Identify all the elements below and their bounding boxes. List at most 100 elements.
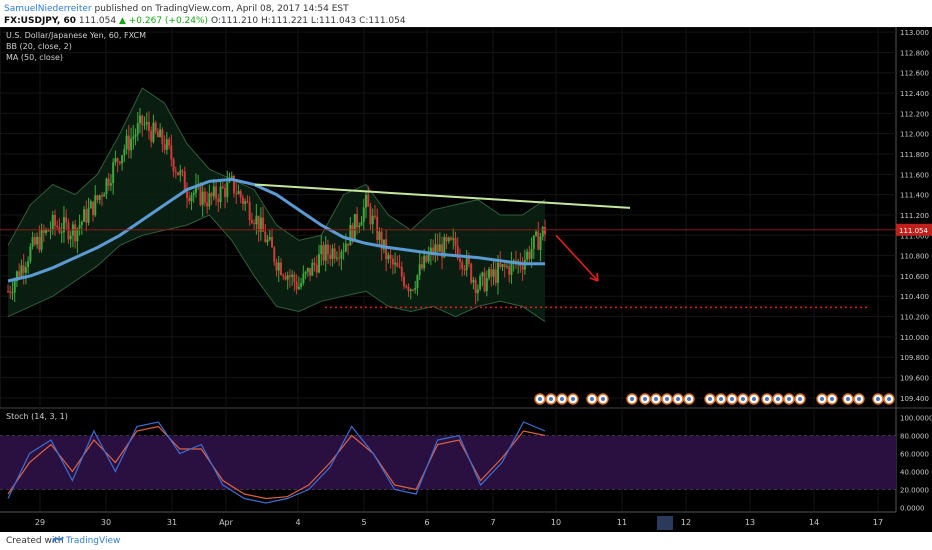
candle-body — [300, 283, 303, 287]
candle-body — [40, 229, 43, 250]
candle-body — [452, 238, 455, 240]
candle-body — [132, 136, 135, 139]
bearish-arrow-head — [589, 272, 599, 282]
candle-body — [118, 161, 121, 164]
price-tick-label: 113.000 — [900, 29, 929, 37]
tradingview-brand-link[interactable]: TradingView — [66, 536, 121, 546]
candle-body — [425, 255, 428, 262]
last-price: 111.054 — [78, 16, 117, 26]
event-marker-dot — [630, 397, 634, 401]
candle-body — [429, 247, 432, 255]
candle-body — [18, 271, 21, 277]
open-value: O:111.210 — [210, 16, 259, 26]
stoch-band — [0, 435, 896, 490]
candle-body — [512, 260, 515, 262]
time-tick-label: 29 — [35, 518, 45, 527]
candle-body — [420, 264, 423, 269]
candle-body — [467, 256, 470, 264]
price-axis[interactable]: 109.400 109.600 109.800 110.000 110.200 110.4… — [896, 29, 932, 403]
event-marker-dot — [654, 397, 658, 401]
candle-body — [362, 207, 365, 223]
candle-body — [174, 171, 177, 173]
candle-body — [539, 236, 542, 250]
candle-body — [311, 262, 314, 276]
time-tick-label: 4 — [295, 518, 300, 527]
ma-legend: MA (50, close) — [6, 53, 63, 62]
symbol-label[interactable]: FX:USDJPY, 60 — [4, 16, 76, 26]
stoch-legend: Stoch (14, 3, 1) — [6, 412, 68, 421]
candle-body — [436, 244, 439, 252]
event-marker-dot — [549, 397, 553, 401]
candle-body — [47, 229, 50, 232]
candle-body — [152, 122, 155, 142]
candle-body — [203, 191, 206, 203]
candle-body — [181, 170, 184, 172]
candle-body — [96, 195, 99, 200]
event-marker-dot — [730, 397, 734, 401]
candle-body — [405, 286, 408, 288]
candle-body — [69, 235, 72, 240]
author-link[interactable]: SamuelNiederreiter — [4, 4, 92, 14]
stoch-d-line — [7, 425, 546, 500]
candle-body — [318, 254, 321, 273]
candle-body — [306, 268, 309, 272]
candle-body — [492, 269, 495, 277]
candle-body — [463, 268, 466, 271]
price-tick-label: 110.000 — [900, 334, 929, 342]
candle-body — [9, 291, 12, 293]
candle-body — [409, 289, 412, 291]
candle-body — [107, 178, 110, 186]
candle-body — [541, 227, 544, 237]
candle-body — [356, 213, 359, 228]
candle-body — [206, 202, 209, 207]
price-tick-label: 111.400 — [900, 192, 929, 200]
candle-body — [212, 186, 215, 197]
chart-header: SamuelNiederreiter published on TradingV… — [0, 0, 932, 27]
candle-body — [38, 236, 41, 250]
candle-body — [60, 232, 63, 234]
stoch-tick-label: 80.0000 — [900, 433, 929, 441]
candle-body — [141, 115, 144, 125]
event-marker-dot — [787, 397, 791, 401]
low-value: L:111.043 — [310, 16, 357, 26]
candle-body — [347, 243, 350, 246]
candle-body — [136, 123, 139, 135]
candle-body — [237, 191, 240, 194]
candle-body — [219, 186, 222, 203]
tradingview-logo-icon — [52, 536, 64, 543]
candle-body — [78, 225, 81, 229]
candle-body — [510, 261, 513, 275]
bollinger-lower — [7, 214, 546, 323]
candle-body — [432, 247, 435, 254]
candle-body — [532, 235, 535, 250]
candle-body — [143, 124, 146, 126]
candle-body — [114, 158, 117, 163]
event-marker-dot — [719, 397, 723, 401]
candle-body — [100, 195, 103, 197]
candle-body — [192, 192, 195, 196]
candle-body — [273, 247, 276, 262]
price-tick-label: 109.400 — [900, 395, 929, 403]
candle-body — [320, 245, 323, 255]
chart-canvas[interactable]: 109.400 109.600 109.800 110.000 110.200 110.4… — [0, 27, 932, 532]
time-axis[interactable]: 29 30 31 Apr 4 5 6 7 10 11 12 13 14 17 — [35, 516, 883, 530]
time-tick-label: 6 — [424, 518, 429, 527]
candle-body — [503, 264, 506, 268]
candle-body — [544, 227, 546, 235]
candle-body — [494, 269, 497, 283]
event-marker-dot — [687, 397, 691, 401]
candle-body — [297, 286, 300, 290]
time-tick-label: 7 — [490, 518, 495, 527]
candle-body — [344, 243, 347, 252]
price-tick-label: 110.400 — [900, 293, 929, 301]
event-marker-dot — [643, 397, 647, 401]
candle-body — [481, 272, 484, 277]
candle-body — [400, 266, 403, 277]
price-tick-label: 111.600 — [900, 171, 929, 179]
candle-body — [476, 289, 479, 294]
candle-body — [76, 228, 79, 242]
candle-body — [29, 246, 32, 262]
candle-body — [170, 145, 173, 160]
candle-body — [53, 214, 56, 226]
candle-body — [284, 276, 287, 280]
